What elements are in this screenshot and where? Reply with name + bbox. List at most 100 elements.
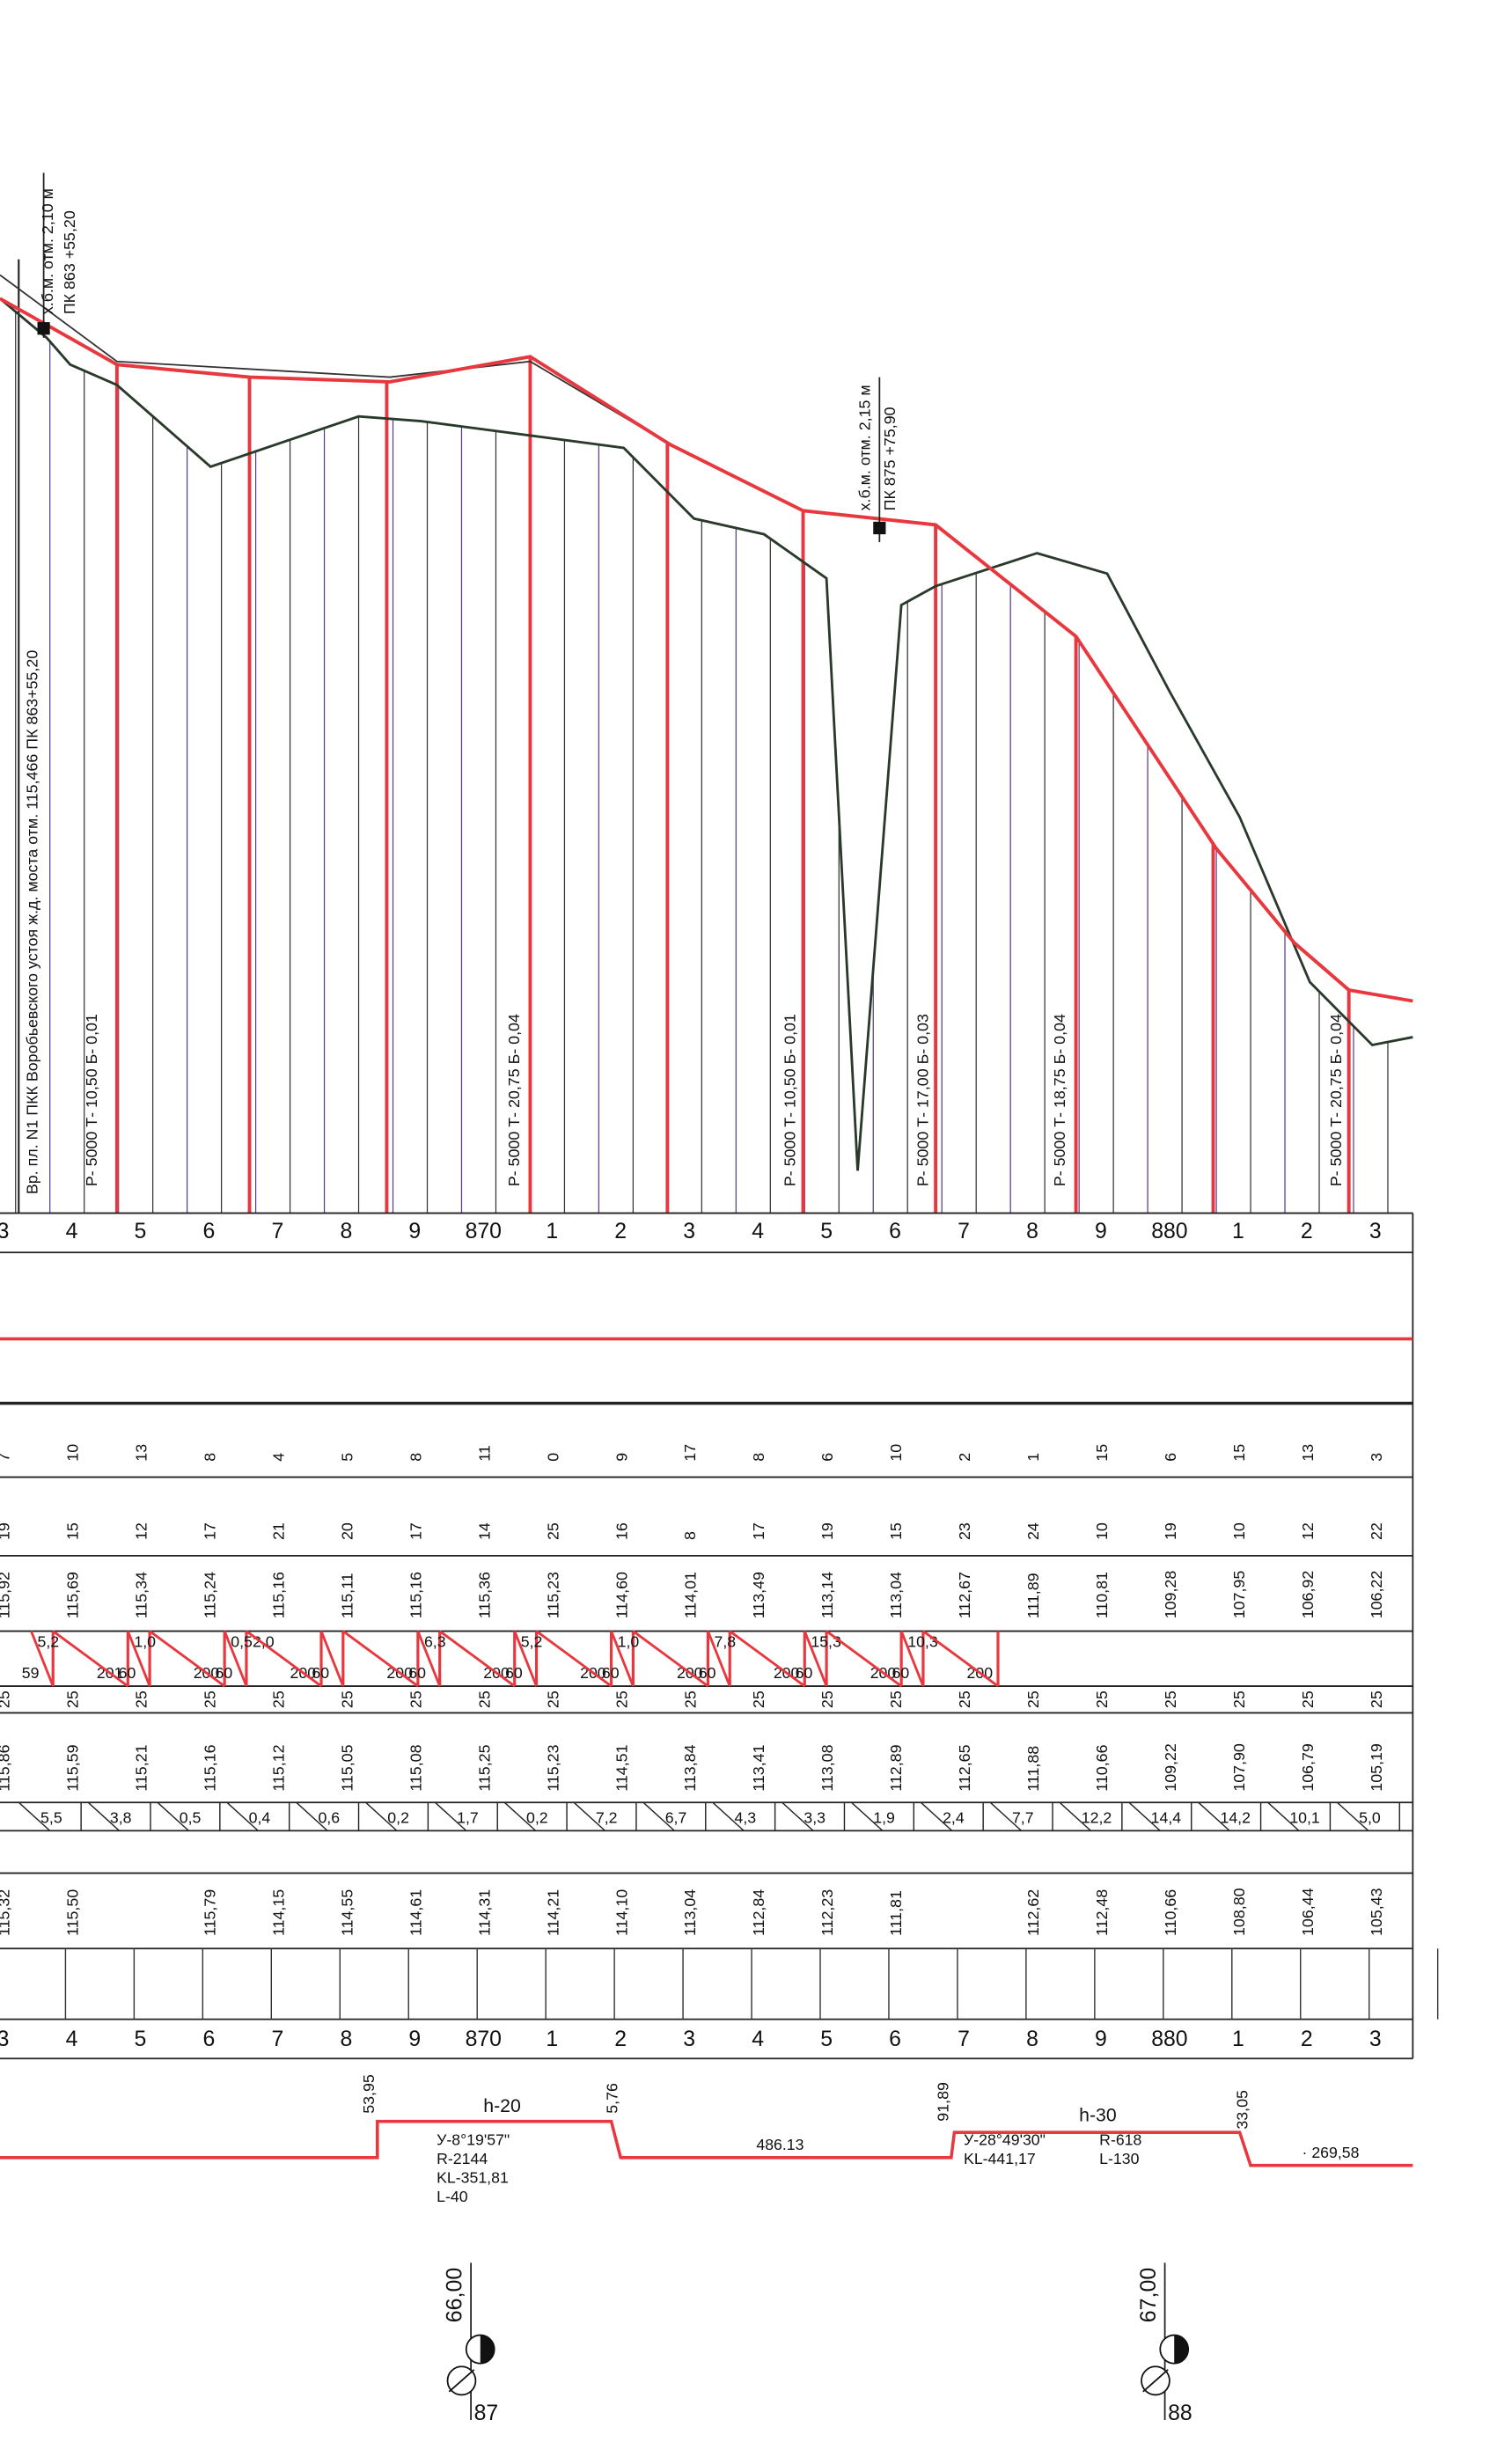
grade-diagonal (149, 1630, 225, 1688)
row-value: 113,08 (818, 1744, 836, 1791)
row-value: 25 (956, 1690, 973, 1708)
row-value: 112,23 (818, 1889, 836, 1936)
slope-mark (87, 1801, 121, 1831)
row-value: 17 (750, 1522, 767, 1540)
picket-label: 2 (614, 1219, 627, 1243)
grade-value: 7,8 (715, 1632, 737, 1650)
picket-label: 880 (1151, 1219, 1187, 1243)
row-value: 25 (1230, 1690, 1248, 1708)
plan-text: У-8°19'57" (437, 2130, 510, 2148)
grade-value: 15,3 (811, 1632, 841, 1650)
row-value: 25 (475, 1690, 493, 1708)
grade-diagonal (416, 1631, 441, 1687)
row-value: 1 (1024, 1453, 1042, 1462)
grade-value: 6,3 (424, 1632, 446, 1650)
picket-label: 4 (66, 2027, 78, 2051)
slope-mark (642, 1801, 675, 1831)
row-value: 22 (1368, 1522, 1385, 1540)
picket-label: 5 (820, 2027, 833, 2051)
picket-label: 1 (546, 1219, 558, 1243)
km-number: 88 (1168, 2401, 1192, 2425)
picket-label: 6 (203, 1219, 216, 1243)
row-value: 25 (270, 1690, 288, 1708)
picket-label: 9 (1095, 1219, 1107, 1243)
row-value: 25 (0, 1690, 13, 1708)
row-value: 17 (407, 1522, 424, 1540)
station-label: Вр. пл. N1 ПКК Воробьевского устоя ж.д. … (24, 650, 41, 1195)
row-value: 111,81 (887, 1890, 905, 1936)
picket-label: 3 (0, 2027, 9, 2051)
row-value: 115,34 (133, 1572, 150, 1618)
picket-label: 870 (466, 2027, 502, 2051)
row-value: 25 (1093, 1690, 1111, 1708)
row-value: 25 (613, 1690, 630, 1708)
grade-length: 60 (312, 1664, 329, 1682)
picket-label: 2 (1301, 1219, 1313, 1243)
row-value: 115,16 (270, 1572, 288, 1618)
km-sign (1174, 2335, 1189, 2364)
picket-label: 6 (203, 2027, 216, 2051)
slope-value: 14,4 (1151, 1808, 1182, 1826)
plan-pk: 91,89 (934, 2082, 951, 2122)
row-value: 20 (339, 1522, 356, 1540)
slope-mark (1336, 1801, 1369, 1831)
km-slash (448, 2369, 475, 2393)
row-value: 115,69 (64, 1572, 82, 1618)
picket-label: 7 (958, 1219, 970, 1243)
plan-text: L-130 (1099, 2150, 1139, 2167)
picket-label: 9 (408, 1219, 421, 1243)
slope-mark (573, 1801, 605, 1831)
km-elev: 66,00 (443, 2268, 467, 2323)
row-value: 25 (681, 1690, 699, 1708)
grade-diagonal (610, 1631, 635, 1687)
grade-diagonal (438, 1630, 516, 1688)
grade-value: 1,0 (134, 1632, 156, 1650)
row-value: 5 (339, 1453, 356, 1462)
slope-mark (503, 1801, 537, 1831)
plan-text: h-30 (1079, 2105, 1117, 2126)
picket-label: 3 (1369, 2027, 1382, 2051)
slope-value: 0,6 (318, 1808, 340, 1826)
row-value: 15 (64, 1522, 82, 1540)
slope-value: 0,2 (526, 1808, 548, 1826)
picket-label: 7 (958, 2027, 970, 2051)
row-value: 114,60 (613, 1572, 630, 1618)
row-value: 6 (1162, 1453, 1179, 1462)
row-value: 105,19 (1368, 1743, 1385, 1792)
row-value: 8 (681, 1531, 699, 1540)
row-value: 112,67 (956, 1572, 973, 1618)
slope-value: 5,0 (1359, 1808, 1381, 1826)
picket-label: 9 (1095, 2027, 1107, 2051)
plan-text: L-40 (437, 2188, 468, 2205)
picket-label: 3 (683, 1219, 695, 1243)
grade-length: 59 (22, 1664, 40, 1682)
grade-diagonal (535, 1630, 613, 1688)
row-value: 106,44 (1299, 1888, 1317, 1936)
row-value: 25 (202, 1690, 219, 1708)
row-value: 115,23 (544, 1744, 561, 1791)
row-value: 109,22 (1162, 1743, 1179, 1792)
picket-label: 4 (752, 1219, 764, 1243)
slope-value: 0,2 (387, 1808, 409, 1826)
grade-diagonal (246, 1630, 322, 1688)
row-value: 15 (1230, 1444, 1248, 1462)
grade-diagonal (729, 1630, 806, 1688)
grade-value: 0,5 (231, 1632, 253, 1650)
vertical-curve-label: Р- 5000 Т- 10,50 Б- 0,01 (83, 1014, 100, 1186)
grade-diagonal (319, 1631, 345, 1687)
row-value: 23 (956, 1522, 973, 1540)
km-elev: 67,00 (1136, 2268, 1161, 2323)
row-value: 10 (887, 1444, 905, 1462)
row-value: 115,25 (475, 1744, 493, 1791)
row-value: 25 (1162, 1690, 1179, 1708)
plan-pk: 5,76 (604, 2083, 621, 2114)
grade-length: 60 (892, 1664, 910, 1682)
grade-diagonal (223, 1631, 248, 1687)
slope-mark (1059, 1801, 1091, 1831)
row-value: 115,50 (64, 1889, 82, 1936)
picket-label: 5 (820, 1219, 833, 1243)
row-value: 112,48 (1093, 1889, 1111, 1936)
row-value: 25 (544, 1522, 561, 1540)
grade-value: 2,0 (253, 1632, 275, 1650)
